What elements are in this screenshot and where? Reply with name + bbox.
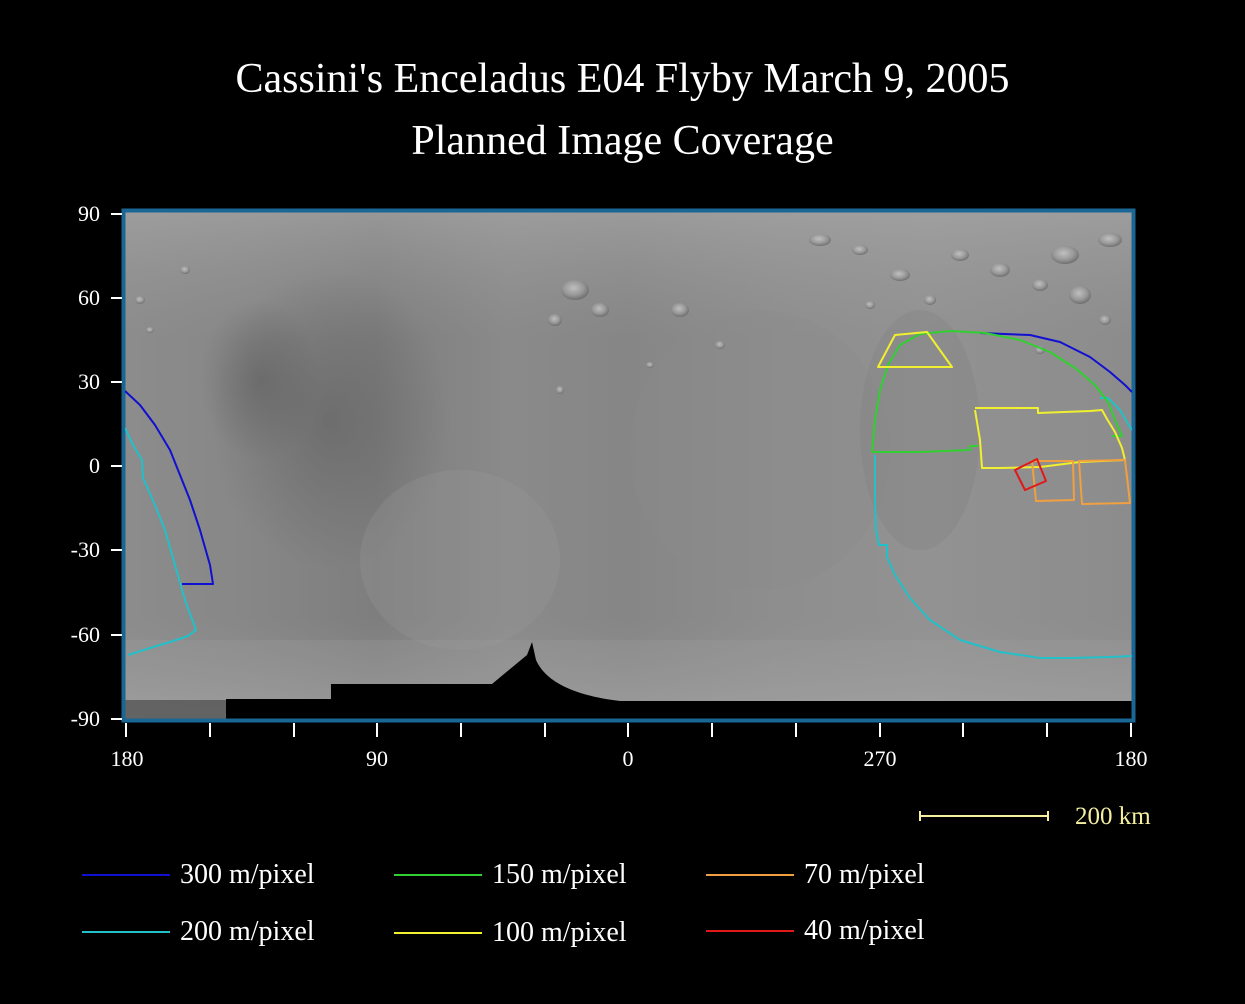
- lon-label-0: 0: [622, 746, 634, 771]
- lon-label-180-left: 180: [110, 746, 144, 771]
- footprint-100m-north: [877, 331, 953, 368]
- legend-swatch-red: [706, 930, 794, 932]
- latitude-ticks: [111, 213, 122, 720]
- footprint-300m: [125, 332, 1132, 585]
- footprint-70m-b: [1078, 459, 1131, 505]
- lon-label-180-right: 180: [1114, 746, 1148, 771]
- lat-label-minus90: -90: [70, 706, 100, 731]
- lat-label-minus30: -30: [70, 537, 100, 562]
- scale-bar: [919, 811, 1049, 821]
- legend-swatch-yellow: [394, 932, 482, 934]
- footprint-100m-equatorial: [974, 407, 1126, 469]
- lat-label-90: 90: [78, 201, 100, 226]
- legend-swatch-green: [394, 874, 482, 876]
- lat-label-30: 30: [78, 369, 100, 394]
- scale-bar-label: 200 km: [1075, 803, 1151, 830]
- footprint-70m-a: [1031, 460, 1075, 502]
- legend-swatch-blue: [82, 874, 170, 876]
- figure-subtitle: Planned Image Coverage: [411, 118, 834, 164]
- legend-swatch-cyan: [82, 931, 170, 933]
- footprint-40m: [1014, 458, 1047, 491]
- figure-title: Cassini's Enceladus E04 Flyby March 9, 2…: [235, 56, 1010, 102]
- longitude-ticks: [125, 723, 1132, 737]
- lat-label-minus60: -60: [70, 622, 100, 647]
- lon-label-90: 90: [366, 746, 388, 771]
- footprint-150m: [871, 330, 1123, 453]
- surface-image: [125, 212, 1132, 719]
- lat-label-0: 0: [89, 453, 100, 478]
- lat-label-60: 60: [78, 285, 100, 310]
- legend-swatch-orange: [706, 874, 794, 876]
- map-frame: [121, 208, 1136, 723]
- lon-label-270: 270: [863, 746, 897, 771]
